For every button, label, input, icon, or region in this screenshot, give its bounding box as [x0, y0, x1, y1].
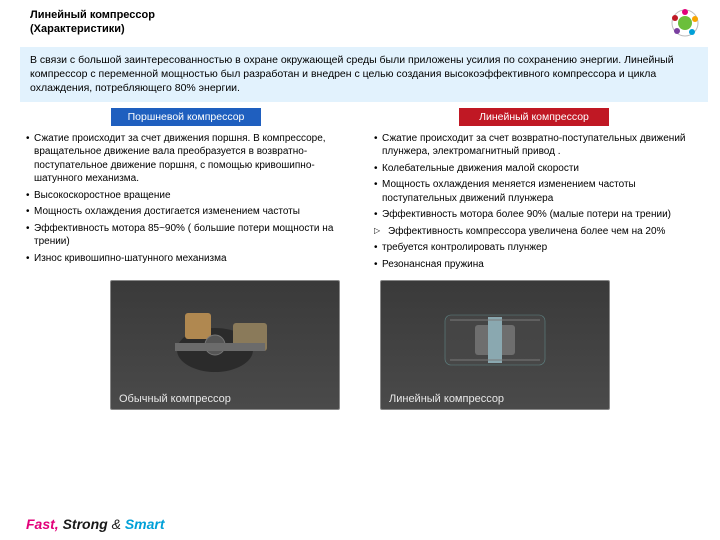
linear-header: Линейный компрессор: [459, 108, 609, 126]
piston-compressor-image: Обычный компрессор: [110, 280, 340, 410]
linear-mechanism-icon: [420, 295, 570, 385]
slide-title: Линейный компрессор (Характеристики): [30, 8, 155, 37]
piston-bullet: Эффективность мотора 85~90% ( большие по…: [26, 222, 348, 249]
linear-bullet: Эффективность мотора более 90% (малые по…: [374, 208, 696, 222]
linear-bullets: Сжатие происходит за счет возвратно-пост…: [368, 132, 700, 272]
footer-slogan: Fast, Strong & Smart: [26, 516, 165, 532]
column-linear: Линейный компрессор Сжатие происходит за…: [368, 108, 700, 275]
linear-bullet: требуется контролировать плунжер: [374, 241, 696, 255]
linear-image-caption: Линейный компрессор: [381, 389, 512, 409]
footer-fast: Fast,: [26, 516, 59, 532]
piston-bullet: Высокоскоростное вращение: [26, 189, 348, 203]
footer-smart: Smart: [125, 516, 165, 532]
piston-mechanism-icon: [155, 295, 295, 385]
footer-amp: &: [112, 516, 121, 532]
slide-header: Линейный компрессор (Характеристики): [0, 0, 720, 45]
intro-text: В связи с большой заинтересованностью в …: [20, 47, 708, 102]
linear-compressor-image: Линейный компрессор: [380, 280, 610, 410]
linear-bullet: Резонансная пружина: [374, 258, 696, 272]
piston-bullet: Сжатие происходит за счет движения поршн…: [26, 132, 348, 186]
linear-sub-bullet: Эффективность компрессора увеличена боле…: [374, 225, 696, 239]
piston-header: Поршневой компрессор: [111, 108, 261, 126]
smart-logo-icon: [670, 8, 700, 41]
piston-bullet: Мощность охлаждения достигается изменени…: [26, 205, 348, 219]
footer-strong: Strong: [63, 516, 112, 532]
title-line-2: (Характеристики): [30, 22, 155, 36]
column-piston: Поршневой компрессор Сжатие происходит з…: [20, 108, 352, 275]
piston-image-caption: Обычный компрессор: [111, 389, 239, 409]
linear-bullet: Мощность охлаждения меняется изменением …: [374, 178, 696, 205]
linear-bullet: Колебательные движения малой скорости: [374, 162, 696, 176]
piston-bullets: Сжатие происходит за счет движения поршн…: [20, 132, 352, 266]
piston-bullet: Износ кривошипно-шатунного механизма: [26, 252, 348, 266]
comparison-columns: Поршневой компрессор Сжатие происходит з…: [0, 108, 720, 275]
linear-bullet: Сжатие происходит за счет возвратно-пост…: [374, 132, 696, 159]
title-line-1: Линейный компрессор: [30, 8, 155, 22]
image-row: Обычный компрессор Линейный компрессор: [0, 280, 720, 410]
